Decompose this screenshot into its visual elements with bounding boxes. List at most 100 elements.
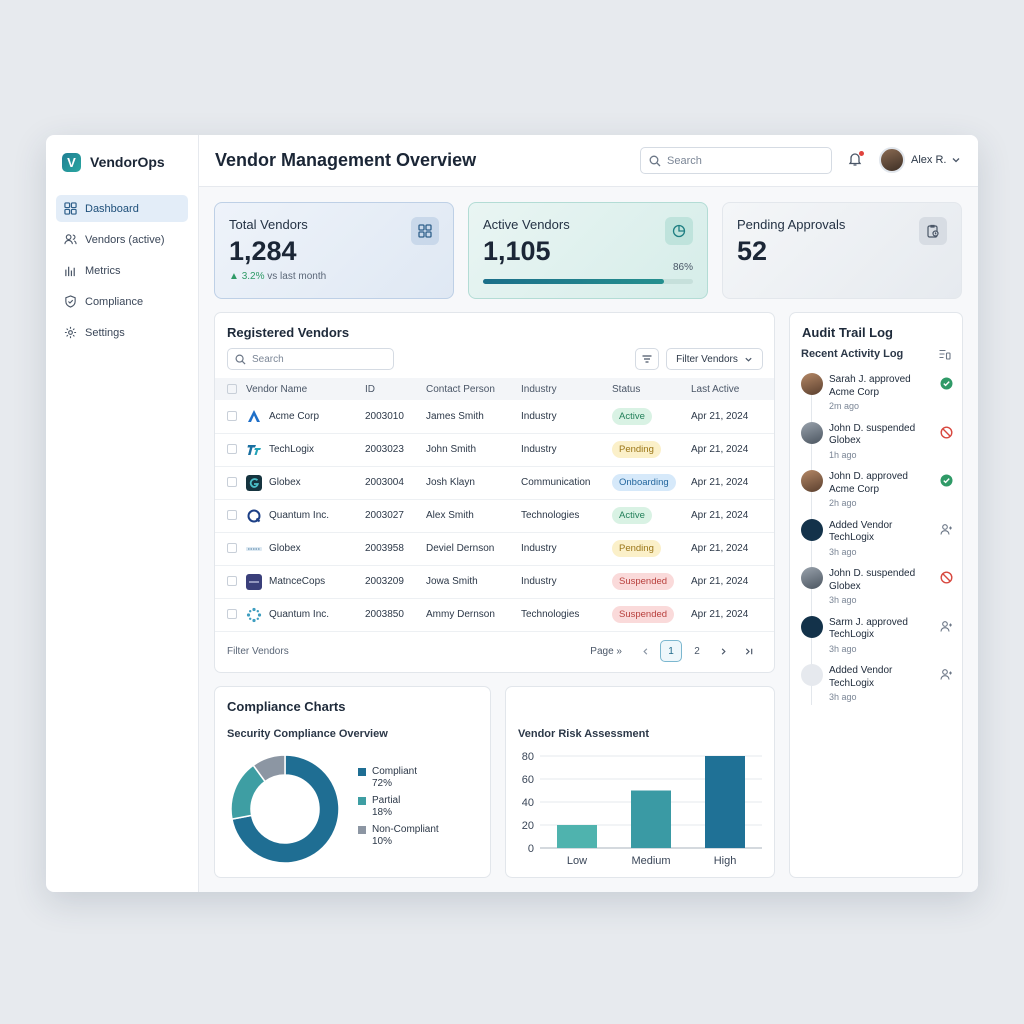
chevron-down-icon[interactable] <box>951 155 961 165</box>
table-row[interactable]: TechLogix 2003023 John Smith Industry Pe… <box>215 433 774 466</box>
risk-bar-chart: 0 20 40 60 80 Low Medium High <box>522 751 762 867</box>
vendor-name-cell: Acme Corp <box>246 400 365 433</box>
stat-icon <box>665 217 693 245</box>
last-active: Apr 21, 2024 <box>691 410 749 422</box>
table-row[interactable]: Globex 2003958 Deviel Dernson Industry P… <box>215 532 774 565</box>
donut-slice-compliant[interactable] <box>231 754 340 864</box>
user-plus-icon <box>940 523 953 536</box>
stat-card-active-vendors[interactable]: Active Vendors 1,105 86% <box>468 202 708 299</box>
panel-title: Audit Trail Log <box>802 325 893 340</box>
column-header[interactable]: Last Active <box>691 383 740 395</box>
page-button[interactable]: 2 <box>694 645 700 657</box>
audit-item[interactable]: John D. approved Acme Corp 2h ago <box>801 470 953 514</box>
last-active: Apr 21, 2024 <box>691 477 749 488</box>
table-row[interactable]: Quantum Inc. 2003027 Alex Smith Technolo… <box>215 499 774 532</box>
page-button-current[interactable]: 1 <box>660 640 682 662</box>
compliance-donut-chart <box>230 754 340 864</box>
vendor-id: 2003958 <box>365 543 404 554</box>
page-size-select[interactable]: Page » <box>590 645 622 657</box>
select-all-checkbox[interactable] <box>227 383 237 394</box>
contact-person: Ammy Dernson <box>426 609 495 620</box>
column-header[interactable]: Vendor Name <box>246 383 308 395</box>
audit-time: 2h ago <box>829 498 857 508</box>
sidebar-item-vendors[interactable]: Vendors (active) <box>56 226 188 253</box>
row-select-cell <box>215 598 246 631</box>
brand[interactable]: V VendorOps <box>56 149 188 175</box>
chevron-down-icon <box>745 357 752 362</box>
donut-slice-non-compliant[interactable] <box>252 754 286 783</box>
table-row[interactable]: Globex 2003004 Josh Klayn Communication … <box>215 466 774 499</box>
next-page-button[interactable] <box>712 640 734 662</box>
filter-sort-button[interactable] <box>635 348 659 370</box>
audit-item[interactable]: Added Vendor TechLogix 3h ago <box>801 518 953 563</box>
last-page-button[interactable] <box>738 640 760 662</box>
filter-label: Filter Vendors <box>676 353 738 365</box>
panel-title: Compliance Charts <box>227 699 346 714</box>
row-checkbox[interactable] <box>227 411 237 422</box>
row-checkbox[interactable] <box>227 477 237 488</box>
vendor-search-input[interactable]: Search <box>227 348 394 370</box>
legend-item: Partial 18% <box>358 795 439 818</box>
status-badge: Active <box>612 407 652 425</box>
filter-vendors-dropdown[interactable]: Filter Vendors <box>666 348 763 370</box>
row-checkbox[interactable] <box>227 609 237 620</box>
progress-label: 86% <box>672 262 693 273</box>
status-badge: Pending <box>612 540 661 557</box>
sidebar-item-metrics[interactable]: Metrics <box>56 257 188 284</box>
bar-low[interactable] <box>557 825 597 848</box>
audit-item[interactable]: Added Vendor TechLogix 3h ago <box>801 664 953 708</box>
ban-icon <box>940 425 953 439</box>
audit-item[interactable]: John D. suspended Globex 1h ago <box>801 421 953 466</box>
last-active: Apr 21, 2024 <box>691 444 749 455</box>
bell-icon[interactable] <box>847 151 863 167</box>
row-checkbox[interactable] <box>227 444 237 455</box>
sidebar-item-label: Vendors (active) <box>85 233 165 246</box>
vendor-name-cell: Quantum Inc. <box>246 598 365 631</box>
audit-item[interactable]: John D. suspended Globex 3h ago <box>801 567 953 611</box>
audit-text: John D. suspended Globex <box>829 422 916 447</box>
contact-person: James Smith <box>426 410 484 422</box>
row-checkbox[interactable] <box>227 543 237 554</box>
row-checkbox[interactable] <box>227 576 237 587</box>
stat-card-pending-approvals[interactable]: Pending Approvals 52 <box>722 202 962 299</box>
sidebar-item-settings[interactable]: Settings <box>56 319 188 346</box>
column-header[interactable]: Industry <box>521 383 557 395</box>
prev-page-button[interactable] <box>634 640 656 662</box>
vendors-table: Vendor Name ID Contact Person Industry S… <box>215 378 774 632</box>
user-name[interactable]: Alex R. <box>911 154 947 166</box>
global-search-input[interactable]: Search <box>640 147 832 174</box>
column-header[interactable]: ID <box>365 383 375 395</box>
user-avatar <box>801 567 823 589</box>
table-footer-filter-link[interactable]: Filter Vendors <box>227 646 289 657</box>
column-header[interactable]: Status <box>612 383 641 395</box>
stat-card-total-vendors[interactable]: Total Vendors 1,284 ▲ 3.2% vs last month <box>214 202 454 299</box>
chart-legend: Compliant 72% Partial 18% Non-Compliant 10% <box>358 766 439 853</box>
table-row[interactable]: Acme Corp 2003010 James Smith Industry A… <box>215 400 774 433</box>
column-header[interactable]: Contact Person <box>426 383 495 395</box>
industry: Industry <box>521 543 557 554</box>
status-badge: Onboarding <box>612 474 676 491</box>
bar-high[interactable] <box>705 756 745 848</box>
sidebar-item-dashboard[interactable]: Dashboard <box>56 195 188 222</box>
user-avatar[interactable] <box>879 147 905 173</box>
vendor-name: Globex <box>269 543 301 554</box>
trend-text: ▲ 3.2% vs last month <box>229 271 439 282</box>
sidebar-item-compliance[interactable]: Compliance <box>56 288 188 315</box>
vendor-risk-panel: Vendor Risk Assessment 0 20 40 60 80 Low Mediu… <box>505 686 775 878</box>
row-checkbox[interactable] <box>227 510 237 521</box>
timeline-line <box>811 395 812 705</box>
bar-medium[interactable] <box>631 790 671 849</box>
x-tick-label: High <box>714 855 737 867</box>
vendor-name-cell: MatnceCops <box>246 565 365 598</box>
row-select-cell <box>215 466 246 499</box>
table-row[interactable]: Quantum Inc. 2003850 Ammy Dernson Techno… <box>215 598 774 631</box>
dashboard-icon <box>64 202 77 215</box>
audit-item[interactable]: Sarah J. approved Acme Corp 2m ago <box>801 373 953 417</box>
audit-trail-panel: Audit Trail Log Recent Activity Log Sara… <box>789 312 963 878</box>
audit-item[interactable]: Sarm J. approved TechLogix 3h ago <box>801 615 953 660</box>
x-tick-label: Low <box>567 855 587 867</box>
ban-icon <box>940 571 953 584</box>
list-settings-icon[interactable] <box>938 348 951 361</box>
table-row[interactable]: MatnceCops 2003209 Jowa Smith Industry S… <box>215 565 774 598</box>
y-tick-label: 60 <box>522 774 534 786</box>
